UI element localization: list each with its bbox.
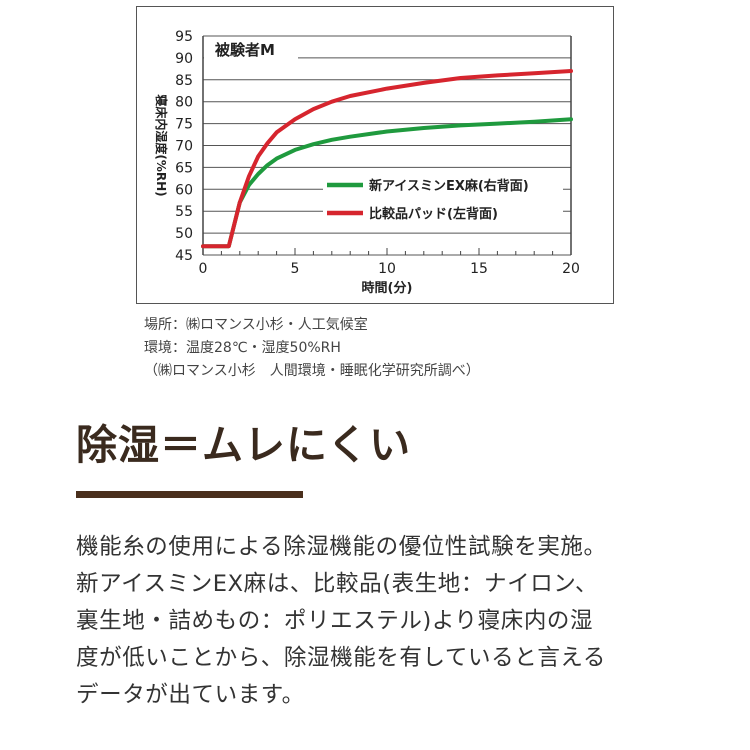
y-tick-label: 85 [175, 73, 193, 89]
legend-background [323, 172, 563, 230]
title-background [204, 37, 298, 61]
y-axis-label: 寝床内湿度(%RH) [154, 94, 169, 196]
series-line [201, 69, 573, 249]
chart-frame: 45 50 55 60 65 70 75 80 85 90 95 0 5 10 15 20 時間(分) 寝床内湿度… [136, 6, 614, 304]
x-tick-label: 5 [291, 261, 300, 277]
legend-label: 比較品パッド(左背面) [369, 206, 498, 222]
x-tick-label: 15 [470, 261, 488, 277]
note-environment: 環境：温度28℃・湿度50%RH [144, 340, 341, 356]
y-tick-label: 65 [175, 160, 193, 176]
y-tick-label: 55 [175, 204, 193, 220]
x-tick-label: 20 [562, 261, 580, 277]
headline-underline [76, 491, 303, 498]
x-tick-label: 0 [199, 261, 208, 277]
description-line: 機能糸の使用による除湿機能の優位性試験を実施。 [76, 534, 607, 560]
note-location: 場所：㈱ロマンス小杉・人工気候室 [144, 317, 368, 333]
chart-title: 被験者M [215, 41, 275, 59]
y-tick-label: 45 [175, 248, 193, 264]
y-tick-label: 60 [175, 182, 193, 198]
description-line: 新アイスミンEX麻は、比較品(表生地：ナイロン、 [76, 571, 599, 597]
chart-notes: 場所：㈱ロマンス小杉・人工気候室 環境：温度28℃・湿度50%RH （㈱ロマンス… [144, 314, 480, 383]
y-tick-label: 90 [175, 51, 193, 67]
description-line: 度が低いことから、除湿機能を有していると言える [76, 645, 606, 671]
description-line: 裏生地・詰めもの：ポリエステル)より寝床内の湿 [76, 608, 594, 634]
humidity-line-chart: 45 50 55 60 65 70 75 80 85 90 95 0 5 10 15 20 時間(分) 寝床内湿度… [154, 29, 580, 296]
description-line: データが出ています。 [76, 682, 305, 708]
note-source: （㈱ロマンス小杉 人間環境・睡眠化学研究所調べ） [144, 363, 480, 379]
y-tick-label: 80 [175, 95, 193, 111]
description-text: 機能糸の使用による除湿機能の優位性試験を実施。 新アイスミンEX麻は、比較品(表… [76, 529, 716, 714]
section-headline: 除湿＝ムレにくい [76, 421, 412, 469]
y-tick-label: 75 [175, 117, 193, 133]
y-tick-label: 95 [175, 29, 193, 45]
y-tick-label: 50 [175, 226, 193, 242]
legend-label: 新アイスミンEX麻(右背面) [369, 178, 529, 194]
x-tick-label: 10 [378, 261, 396, 277]
y-tick-label: 70 [175, 139, 193, 155]
x-axis-label: 時間(分) [362, 280, 413, 296]
